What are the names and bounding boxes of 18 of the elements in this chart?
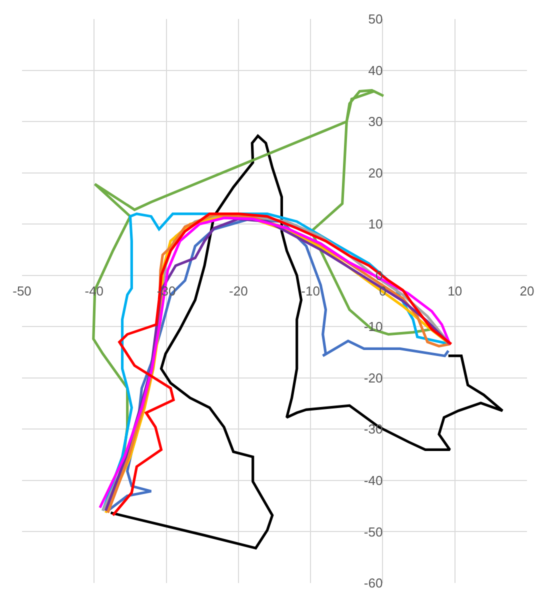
x-tick-label: 10 xyxy=(448,283,462,298)
y-tick-label: -20 xyxy=(364,370,383,386)
y-tick-label: -30 xyxy=(364,422,383,437)
x-tick-label: -50 xyxy=(12,283,32,298)
y-tick-label: -40 xyxy=(364,473,383,488)
x-tick-label: -30 xyxy=(156,283,176,298)
y-tick-label: 40 xyxy=(368,62,383,78)
y-tick-label: 20 xyxy=(368,165,383,180)
y-tick-label: -50 xyxy=(364,524,383,540)
y-tick-label: 10 xyxy=(368,216,383,232)
y-tick-label: 30 xyxy=(368,114,383,130)
line-series xyxy=(109,134,504,550)
x-tick-label: -10 xyxy=(301,283,320,298)
y-tick-label: 50 xyxy=(368,12,383,27)
y-tick-label: 0 xyxy=(375,268,383,283)
y-tick-label: -60 xyxy=(364,576,383,591)
x-tick-label: -20 xyxy=(229,283,248,298)
x-tick-label: 20 xyxy=(520,283,534,298)
